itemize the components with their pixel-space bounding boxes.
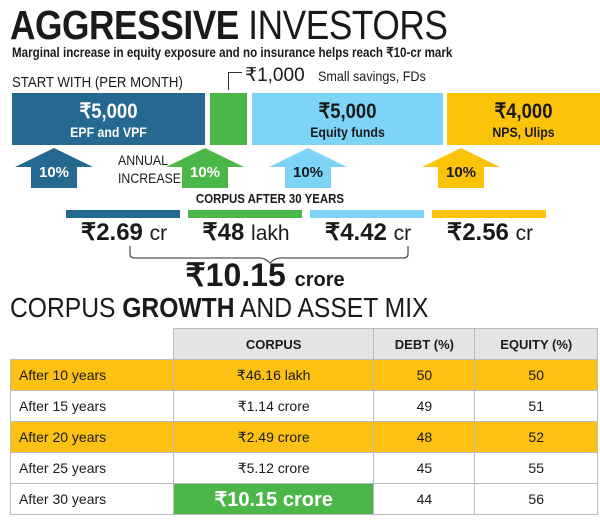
epf-corpus-value: ₹2.69 — [80, 219, 143, 246]
row-corpus: ₹46.16 lakh — [172, 359, 375, 391]
row-debt: 49 — [373, 390, 476, 422]
table-row: After 20 years ₹2.49 crore 48 52 — [10, 421, 598, 453]
nps-box: ₹4,000 NPS, Ulips — [447, 93, 600, 145]
growth-title-c: AND ASSET MIX — [239, 292, 429, 323]
annual-label-line1: ANNUAL — [118, 152, 168, 168]
equity-corpus-unit: cr — [393, 222, 412, 245]
nps-amount: ₹4,000 — [494, 100, 553, 123]
epf-increase: 10% — [38, 164, 70, 181]
small-savings-label: Small savings, FDs — [318, 68, 426, 84]
total-corpus: ₹10.15 crore — [0, 256, 530, 294]
row-debt: 50 — [373, 359, 476, 391]
equity-arrow-icon: 10% — [269, 148, 347, 188]
epf-amount: ₹5,000 — [79, 100, 138, 123]
row-corpus-highlight: ₹10.15 crore — [172, 483, 375, 515]
equity-increase: 10% — [292, 164, 324, 181]
epf-corpus-unit: cr — [149, 222, 168, 245]
table-row: After 15 years ₹1.14 crore 49 51 — [10, 390, 598, 422]
annual-increase-label: ANNUAL INCREASE — [118, 151, 181, 187]
small-savings-box — [210, 93, 247, 145]
small-increase: 10% — [189, 164, 221, 181]
row-equity: 55 — [474, 452, 598, 484]
epf-corpus: ₹2.69 cr — [62, 218, 186, 247]
row-corpus: ₹1.14 crore — [172, 390, 375, 422]
epf-bar — [66, 210, 180, 218]
start-with-label: START WITH (PER MONTH) — [12, 74, 183, 91]
header-empty — [10, 328, 174, 360]
subtitle: Marginal increase in equity exposure and… — [12, 45, 453, 60]
total-unit: crore — [294, 269, 345, 291]
small-corpus: ₹48 lakh — [184, 218, 308, 247]
annual-label-line2: INCREASE — [118, 170, 181, 186]
growth-title-a: CORPUS — [10, 292, 116, 323]
header-debt: DEBT (%) — [373, 328, 476, 360]
small-savings-leader-line — [228, 72, 242, 90]
nps-label: NPS, Ulips — [492, 124, 555, 140]
nps-corpus-value: ₹2.56 — [446, 219, 509, 246]
equity-amount: ₹5,000 — [318, 100, 377, 123]
small-corpus-unit: lakh — [251, 222, 290, 245]
equity-box: ₹5,000 Equity funds — [252, 93, 443, 145]
small-bar — [188, 210, 302, 218]
growth-title-b: GROWTH — [122, 292, 235, 323]
epf-box: ₹5,000 EPF and VPF — [12, 93, 205, 145]
epf-label: EPF and VPF — [70, 124, 147, 140]
page-title: AGGRESSIVE INVESTORS — [10, 2, 448, 49]
row-period: After 10 years — [10, 359, 174, 391]
table-header-row: CORPUS DEBT (%) EQUITY (%) — [10, 328, 598, 360]
row-debt: 48 — [373, 421, 476, 453]
equity-label: Equity funds — [310, 124, 385, 140]
row-period: After 25 years — [10, 452, 174, 484]
nps-corpus-unit: cr — [515, 222, 534, 245]
title-light: INVESTORS — [248, 2, 448, 48]
nps-corpus: ₹2.56 cr — [428, 218, 552, 247]
row-debt: 45 — [373, 452, 476, 484]
header-equity: EQUITY (%) — [474, 328, 598, 360]
epf-arrow-icon: 10% — [15, 148, 93, 188]
brace-icon — [129, 246, 409, 264]
row-equity: 56 — [474, 483, 598, 515]
row-debt: 44 — [373, 483, 476, 515]
row-equity: 52 — [474, 421, 598, 453]
small-arrow-icon: 10% — [166, 148, 244, 188]
title-bold: AGGRESSIVE — [10, 2, 239, 48]
header-corpus: CORPUS — [172, 328, 375, 360]
row-equity: 51 — [474, 390, 598, 422]
row-corpus: ₹5.12 crore — [172, 452, 375, 484]
equity-bar — [310, 210, 424, 218]
equity-corpus-value: ₹4.42 — [324, 219, 387, 246]
total-value: ₹10.15 — [185, 257, 286, 293]
small-corpus-value: ₹48 — [202, 219, 245, 246]
row-corpus: ₹2.49 crore — [172, 421, 375, 453]
equity-corpus: ₹4.42 cr — [306, 218, 430, 247]
table-row: After 30 years ₹10.15 crore 44 56 — [10, 483, 598, 515]
nps-bar — [432, 210, 546, 218]
asset-mix-table: CORPUS DEBT (%) EQUITY (%) After 10 years ₹… — [10, 328, 598, 515]
small-savings-amount: ₹1,000 — [245, 65, 305, 86]
nps-increase: 10% — [445, 164, 477, 181]
nps-arrow-icon: 10% — [422, 148, 500, 188]
row-equity: 50 — [474, 359, 598, 391]
table-row: After 10 years ₹46.16 lakh 50 50 — [10, 359, 598, 391]
row-period: After 15 years — [10, 390, 174, 422]
row-period: After 30 years — [10, 483, 174, 515]
growth-section-title: CORPUS GROWTH AND ASSET MIX — [10, 292, 428, 324]
row-period: After 20 years — [10, 421, 174, 453]
table-row: After 25 years ₹5.12 crore 45 55 — [10, 452, 598, 484]
corpus-after-30-header: CORPUS AFTER 30 YEARS — [195, 191, 345, 206]
